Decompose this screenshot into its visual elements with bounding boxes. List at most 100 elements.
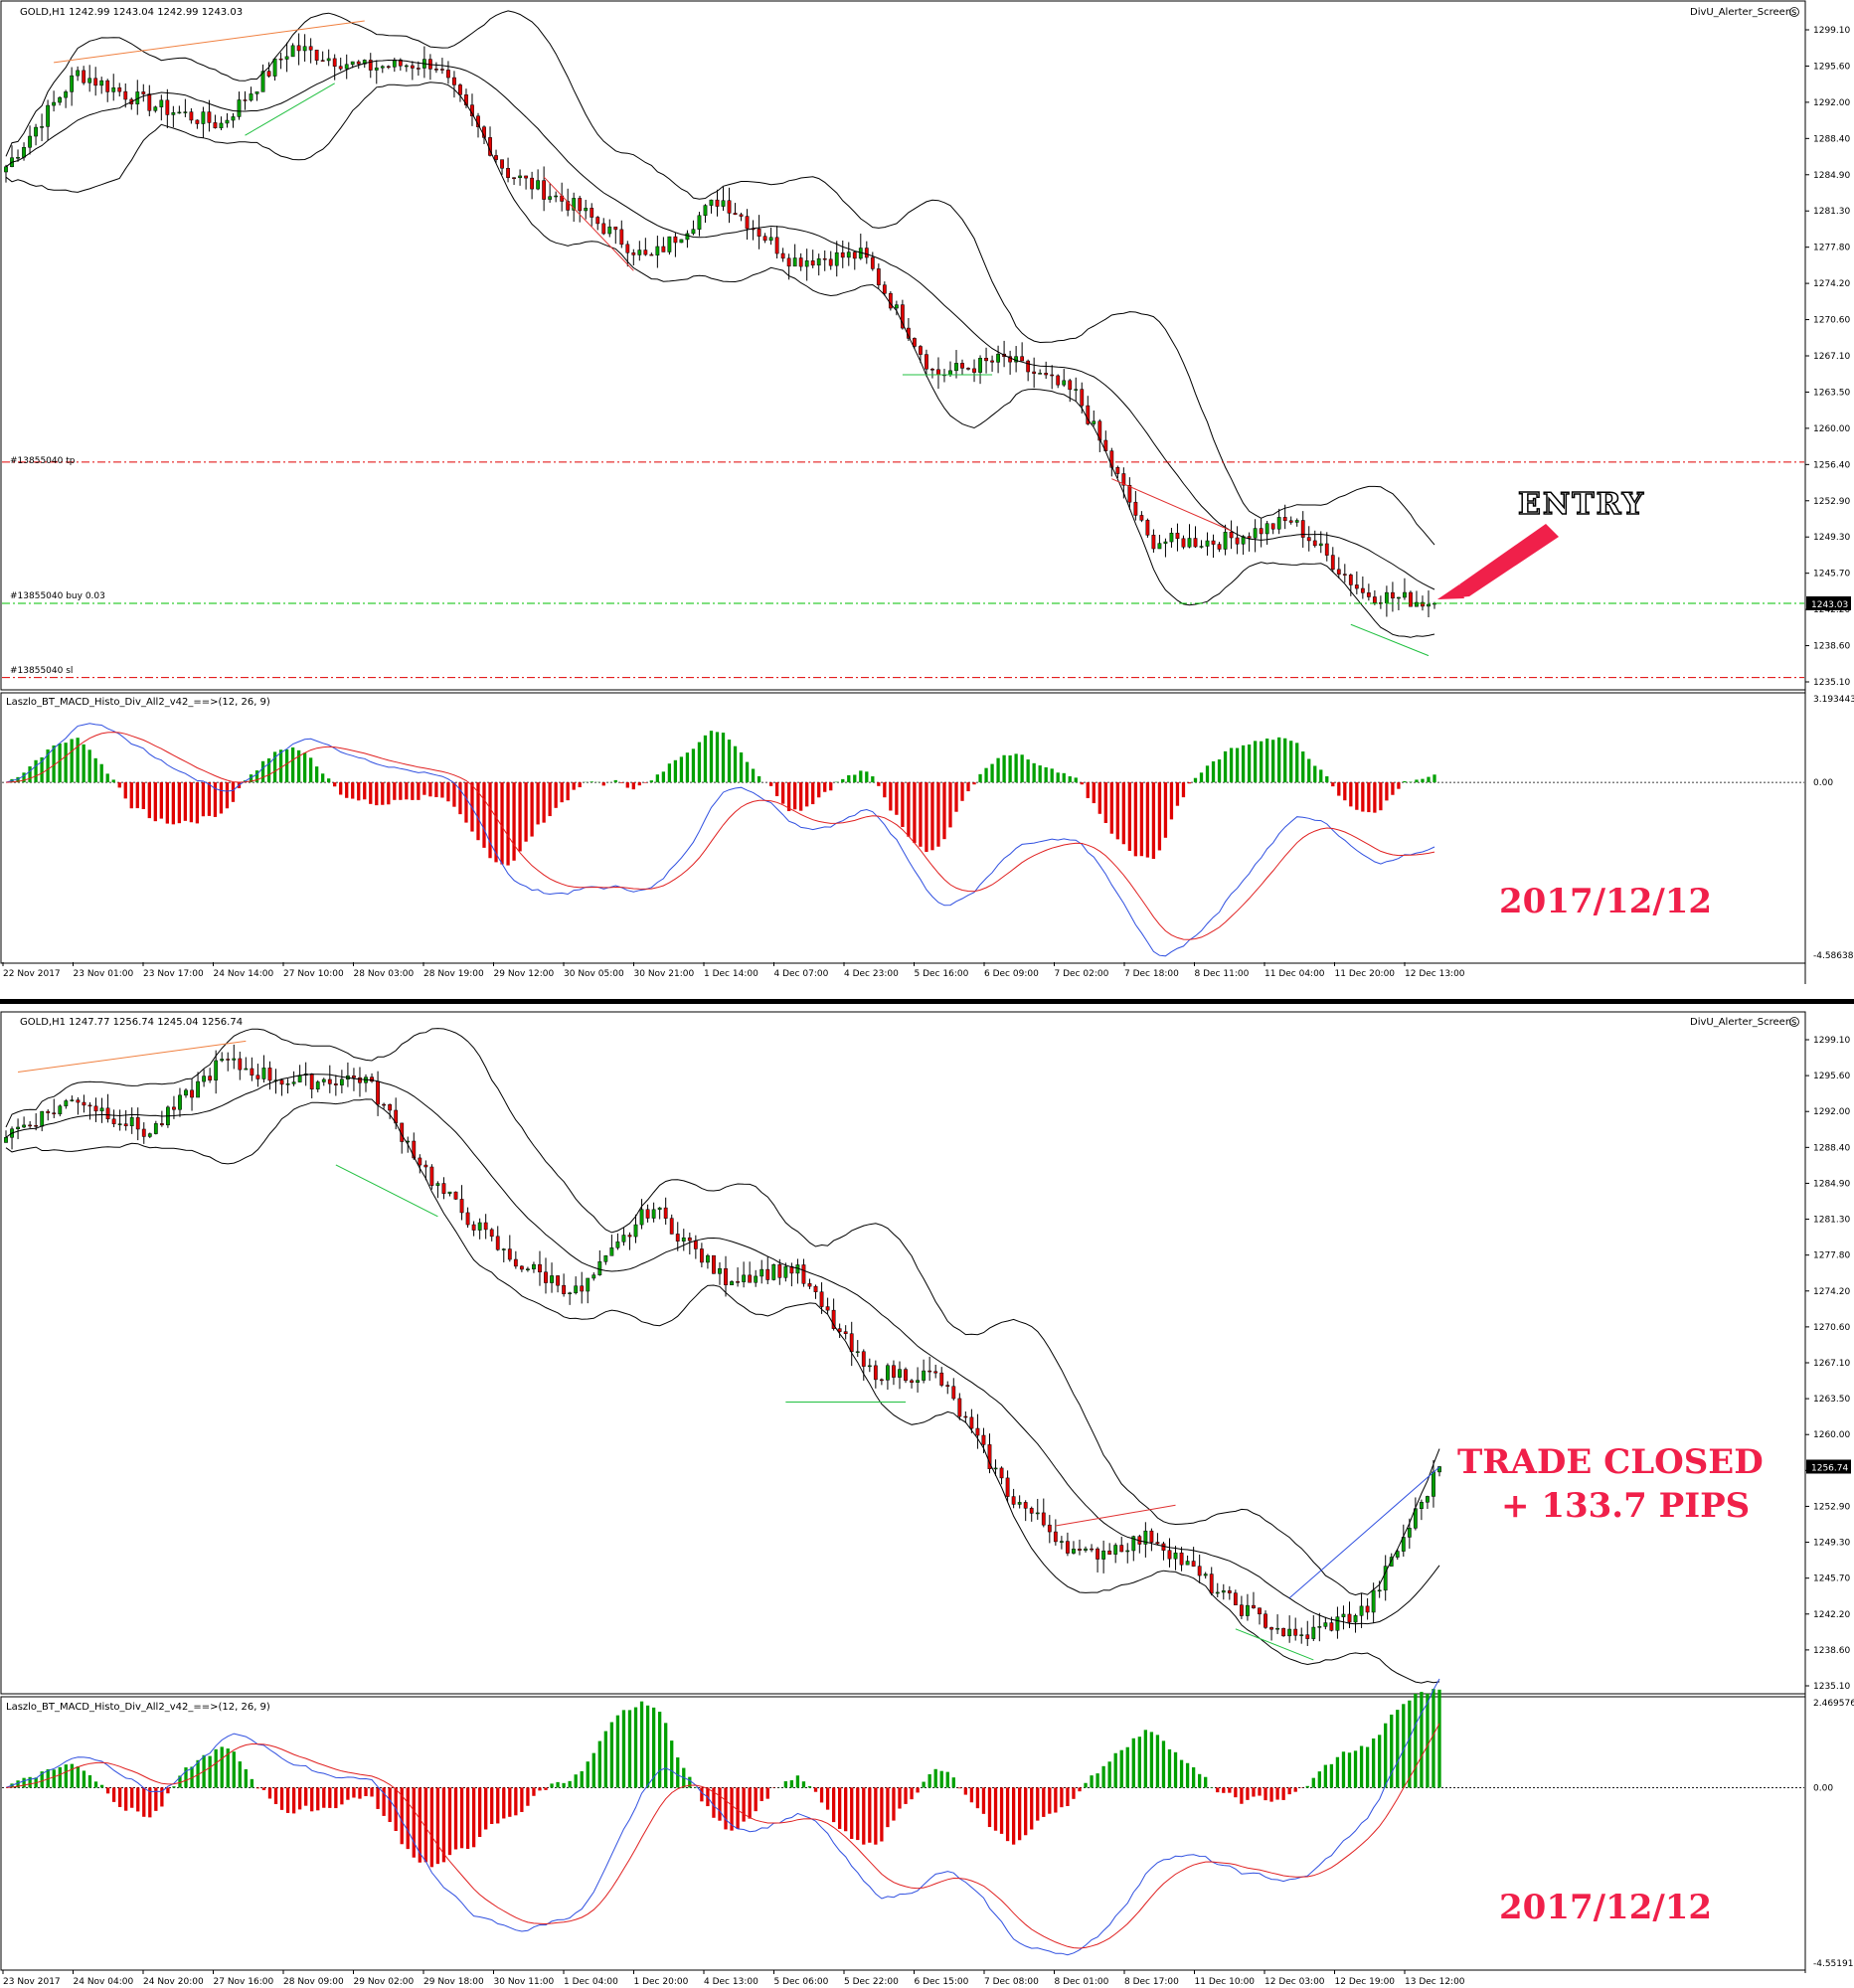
- bearish-candle: [513, 1258, 518, 1267]
- bearish-candle: [727, 200, 732, 214]
- bearish-candle: [1068, 380, 1073, 391]
- histogram-bar-negative: [418, 1787, 421, 1863]
- bullish-candle: [315, 1081, 320, 1089]
- bearish-candle: [1233, 1592, 1238, 1605]
- bearish-candle: [601, 223, 606, 235]
- bullish-candle: [1223, 532, 1228, 550]
- bullish-candle: [1038, 373, 1043, 375]
- histogram-bar-negative: [993, 1787, 998, 1831]
- indicator-axis-label: 0.00: [1813, 778, 1833, 788]
- time-axis-label: 29 Nov 18:00: [423, 1977, 484, 1987]
- bearish-candle: [1235, 537, 1240, 545]
- bearish-candle: [446, 70, 450, 79]
- bearish-candle: [356, 61, 361, 65]
- bullish-candle: [1318, 543, 1323, 547]
- bullish-candle: [574, 1285, 579, 1293]
- histogram-bar-positive: [16, 776, 20, 783]
- histogram-bar-positive: [1149, 1732, 1154, 1788]
- bullish-candle: [783, 1265, 788, 1278]
- bearish-candle: [798, 257, 803, 267]
- panel-divider: [0, 999, 1854, 1004]
- bearish-candle: [861, 1351, 866, 1367]
- histogram-bar-negative: [1252, 1787, 1256, 1797]
- histogram-bar-positive: [574, 1774, 578, 1788]
- histogram-bar-negative: [1011, 1787, 1016, 1845]
- histogram-bar-negative: [780, 782, 785, 804]
- bullish-candle: [1203, 1574, 1208, 1576]
- bullish-candle: [225, 119, 230, 124]
- histogram-bar-positive: [87, 749, 91, 783]
- bearish-candle: [452, 77, 456, 85]
- histogram-bar-positive: [1137, 1737, 1141, 1788]
- bearish-candle: [724, 1267, 728, 1285]
- bearish-candle: [1139, 515, 1144, 521]
- bearish-candle: [936, 369, 940, 376]
- histogram-bar-negative: [1337, 782, 1341, 796]
- bearish-candle: [780, 252, 785, 259]
- bearish-candle: [1096, 1548, 1099, 1560]
- histogram-bar-negative: [1080, 782, 1084, 785]
- histogram-bar-negative: [793, 782, 797, 810]
- bullish-candle: [1264, 523, 1269, 535]
- bullish-candle: [1241, 536, 1246, 545]
- histogram-bar-positive: [272, 751, 277, 783]
- histogram-bar-negative: [850, 1787, 854, 1840]
- bearish-candle: [1109, 450, 1114, 468]
- histogram-bar-negative: [369, 782, 373, 804]
- histogram-bar-negative: [508, 1787, 512, 1817]
- price-axis-label: 1284.90: [1813, 1179, 1850, 1189]
- histogram-bar-negative: [981, 1787, 986, 1814]
- bearish-candle: [1127, 484, 1132, 503]
- bullish-candle: [58, 1105, 63, 1115]
- bearish-candle: [984, 357, 988, 362]
- histogram-bar-positive: [226, 1748, 230, 1788]
- bearish-candle: [213, 122, 218, 128]
- bullish-candle: [237, 99, 242, 117]
- price-axis-label: 1249.30: [1813, 1539, 1850, 1549]
- histogram-bar-positive: [1020, 754, 1024, 783]
- histogram-bar-positive: [1311, 1777, 1315, 1788]
- bearish-candle: [927, 1370, 932, 1373]
- histogram-bar-negative: [972, 782, 976, 785]
- bearish-candle: [512, 177, 516, 179]
- histogram-bar-positive: [661, 771, 666, 783]
- bullish-candle: [568, 1292, 573, 1294]
- histogram-bar-negative: [1060, 1787, 1064, 1808]
- bearish-candle: [1329, 1622, 1334, 1631]
- histogram-bar-negative: [147, 782, 151, 819]
- time-axis-label: 11 Dec 10:00: [1195, 1977, 1256, 1987]
- histogram-bar-negative: [901, 782, 905, 828]
- time-axis-label: 7 Dec 08:00: [984, 1977, 1039, 1987]
- histogram-bar-negative: [352, 1787, 356, 1798]
- histogram-bar-positive: [1074, 777, 1078, 783]
- bullish-candle: [1246, 1604, 1250, 1616]
- bearish-candle: [141, 91, 146, 94]
- bullish-candle: [607, 226, 612, 235]
- histogram-bar-positive: [1107, 1761, 1111, 1788]
- time-axis-label: 6 Dec 15:00: [915, 1977, 969, 1987]
- bullish-candle: [697, 215, 702, 230]
- histogram-bar-negative: [453, 1787, 458, 1850]
- histogram-bar-positive: [1421, 778, 1425, 783]
- histogram-bar-positive: [1044, 766, 1048, 783]
- histogram-bar-positive: [1414, 1694, 1418, 1788]
- bottom-indicator-pane: [0, 1696, 1806, 1971]
- bearish-candle: [376, 1080, 380, 1105]
- histogram-bar-positive: [99, 1784, 104, 1788]
- bullish-candle: [993, 1467, 998, 1470]
- bullish-candle: [948, 370, 952, 376]
- bullish-candle: [615, 1242, 620, 1248]
- bottom-date-stamp: 2017/12/12: [1499, 1888, 1712, 1927]
- histogram-bar-negative: [124, 1787, 128, 1811]
- bearish-candle: [279, 1079, 284, 1085]
- histogram-bar-positive: [1378, 1735, 1382, 1788]
- histogram-bar-negative: [1275, 1787, 1279, 1800]
- histogram-bar-negative: [512, 782, 516, 861]
- smiley-icon: [1789, 7, 1799, 17]
- bullish-candle: [1389, 1557, 1394, 1567]
- bearish-candle: [981, 1434, 986, 1445]
- bullish-candle: [249, 93, 253, 101]
- bearish-candle: [141, 1128, 146, 1137]
- bearish-candle: [1133, 501, 1138, 516]
- bullish-candle: [1426, 1496, 1430, 1503]
